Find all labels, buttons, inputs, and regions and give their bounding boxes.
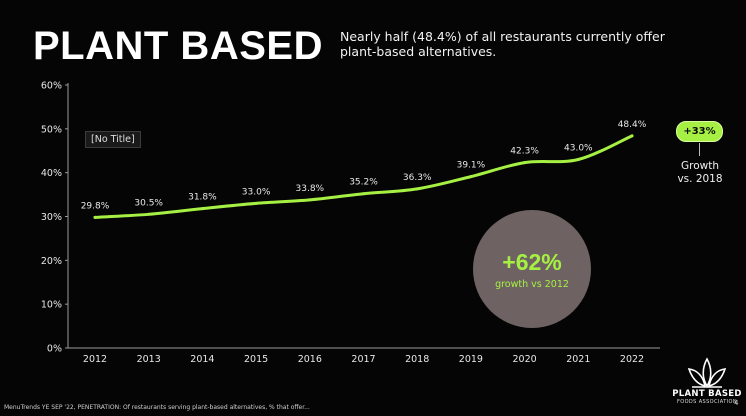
- data-label: 33.0%: [242, 187, 271, 197]
- x-tick-label: 2019: [459, 354, 483, 365]
- footnote: MenuTrends YE SEP '22, PENETRATION: Of r…: [4, 404, 310, 411]
- x-tick-label: 2012: [83, 354, 107, 365]
- y-tick-label: 50%: [41, 124, 62, 135]
- y-tick-label: 10%: [41, 300, 62, 311]
- y-tick-label: 0%: [47, 344, 62, 355]
- brand-logo: PLANT BASED FOODS ASSOCIATION: [672, 356, 741, 410]
- data-point: [200, 207, 204, 211]
- data-label: 31.8%: [188, 193, 217, 203]
- y-tick-label: 30%: [41, 212, 62, 223]
- chart-title: [No Title]: [85, 131, 141, 148]
- logo-text: PLANT BASED: [672, 389, 742, 399]
- data-point: [415, 187, 419, 191]
- x-tick-label: 2017: [351, 354, 375, 365]
- x-tick-label: 2018: [405, 354, 429, 365]
- data-point: [254, 201, 258, 205]
- x-tick-label: 2013: [137, 354, 161, 365]
- highlight-circle: +62% growth vs 2012: [473, 210, 591, 328]
- data-label: 42.3%: [510, 147, 539, 157]
- highlight-value: +62%: [502, 249, 562, 275]
- growth-label-line2: vs. 2018: [677, 173, 723, 185]
- data-point: [469, 175, 473, 179]
- page-subtitle: Nearly half (48.4%) of all restaurants c…: [340, 29, 665, 59]
- data-label: 30.5%: [134, 198, 163, 208]
- x-tick-label: 2021: [566, 354, 590, 365]
- x-tick-label: 2015: [244, 354, 268, 365]
- data-label: 43.0%: [564, 144, 593, 154]
- y-tick-label: 60%: [41, 81, 62, 92]
- data-point: [93, 215, 97, 219]
- growth-label: Growth vs. 2018: [660, 160, 740, 186]
- growth-badge: +33%: [676, 121, 723, 142]
- data-label: 33.8%: [296, 184, 325, 194]
- y-tick-label: 20%: [41, 256, 62, 267]
- data-point: [630, 134, 634, 138]
- y-tick-label: 40%: [41, 168, 62, 179]
- data-point: [147, 212, 151, 216]
- data-point: [576, 158, 580, 162]
- data-point: [308, 198, 312, 202]
- data-label: 48.4%: [618, 120, 647, 130]
- page-title: PLANT BASED: [33, 24, 323, 68]
- data-label: 39.1%: [457, 161, 486, 171]
- x-tick-label: 2014: [190, 354, 214, 365]
- x-tick-label: 2016: [298, 354, 322, 365]
- page-number: 4: [734, 399, 739, 407]
- highlight-label: growth vs 2012: [495, 279, 569, 290]
- data-label: 29.8%: [81, 201, 110, 211]
- data-label: 36.3%: [403, 173, 432, 183]
- growth-connector: [699, 143, 700, 156]
- x-tick-label: 2020: [513, 354, 537, 365]
- x-tick-label: 2022: [620, 354, 644, 365]
- data-point: [523, 161, 527, 165]
- data-label: 35.2%: [349, 178, 378, 188]
- logo-subtext: FOODS ASSOCIATION: [676, 399, 738, 405]
- growth-label-line1: Growth: [680, 160, 719, 172]
- series-line: [93, 134, 634, 219]
- leaf-icon: [687, 357, 727, 388]
- data-point: [362, 192, 365, 196]
